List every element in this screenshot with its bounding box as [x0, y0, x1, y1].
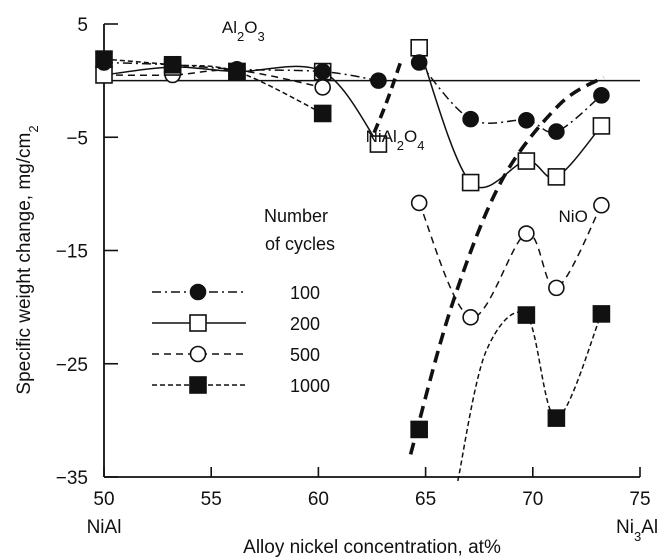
series-100-point	[314, 63, 331, 80]
y-tick-label: 5	[77, 15, 88, 36]
annotation-2: NiO	[559, 207, 588, 226]
x-tick-label: 70	[522, 489, 543, 510]
series-500-left-curve	[103, 69, 323, 89]
series-100-point	[95, 54, 113, 71]
series-100-point	[462, 110, 479, 128]
series-100-point	[164, 56, 181, 74]
series-200-right-curve	[418, 47, 602, 189]
series-1000-left-curve	[103, 58, 324, 115]
series-500-point	[518, 225, 535, 242]
series-200-point	[410, 38, 428, 57]
legend-marker-500	[189, 345, 207, 363]
x-tick-label: 50	[93, 489, 114, 510]
x-tick-label: 60	[308, 489, 329, 510]
series-500-point	[462, 309, 479, 326]
legend: Number of cycles 100 200 500 1000	[152, 206, 335, 396]
x-end-label-left: NiAl	[87, 517, 122, 538]
series-100-point	[228, 61, 246, 78]
series-200-point	[369, 135, 388, 153]
series-100-point	[370, 72, 387, 89]
legend-title-line1: Number	[264, 206, 328, 226]
series-200-point	[592, 117, 611, 135]
series-500-point	[593, 196, 610, 214]
series-500-point	[410, 194, 428, 212]
series-1000-right-curve	[457, 311, 603, 482]
y-tick-label: −15	[56, 242, 88, 263]
series-1000-point	[592, 305, 611, 323]
series-500-point	[548, 279, 565, 297]
boundary-right	[408, 75, 605, 455]
series-100-point	[548, 123, 565, 140]
y-tick-label: −25	[56, 355, 88, 376]
annotation-0: Al2O3	[222, 18, 265, 44]
series-100-point	[518, 111, 535, 129]
legend-marker-100	[189, 283, 207, 301]
legend-label-200: 200	[290, 314, 320, 334]
series-500-right-curve	[418, 202, 603, 319]
series-100-point	[410, 54, 428, 71]
series-100-right-curve	[418, 61, 602, 134]
series-1000-point	[547, 409, 566, 427]
series-1000-point	[313, 104, 332, 123]
series-200-point	[461, 173, 480, 192]
x-end-label-right: Ni3Al	[616, 517, 658, 544]
legend-label-100: 100	[290, 283, 320, 303]
x-tick-label: 75	[629, 489, 650, 510]
legend-label-500: 500	[290, 345, 320, 365]
y-axis-title: Specific weight change, mg/cm2	[14, 125, 41, 394]
data-markers	[95, 38, 611, 439]
y-tick-label: −5	[66, 128, 88, 149]
series-100-point	[593, 87, 610, 104]
legend-title-line2: of cycles	[265, 234, 335, 254]
x-tick-label: 55	[201, 489, 222, 510]
series-500-point	[314, 79, 331, 96]
legend-marker-200	[189, 314, 207, 332]
legend-marker-1000	[189, 376, 207, 394]
x-tick-label: 65	[415, 489, 436, 510]
x-axis-title: Alloy nickel concentration, at%	[243, 537, 501, 558]
series-1000-point	[517, 306, 536, 324]
annotation-1: NiAl2O4	[366, 127, 425, 153]
legend-label-1000: 1000	[290, 376, 330, 396]
series-1000-point	[410, 420, 428, 439]
labels: Al2O3 NiAl2O4 NiO	[222, 18, 588, 226]
boundary-left	[372, 57, 404, 134]
series-200-point	[547, 168, 566, 186]
y-tick-label: −35	[56, 468, 88, 489]
series-200-point	[517, 152, 536, 170]
